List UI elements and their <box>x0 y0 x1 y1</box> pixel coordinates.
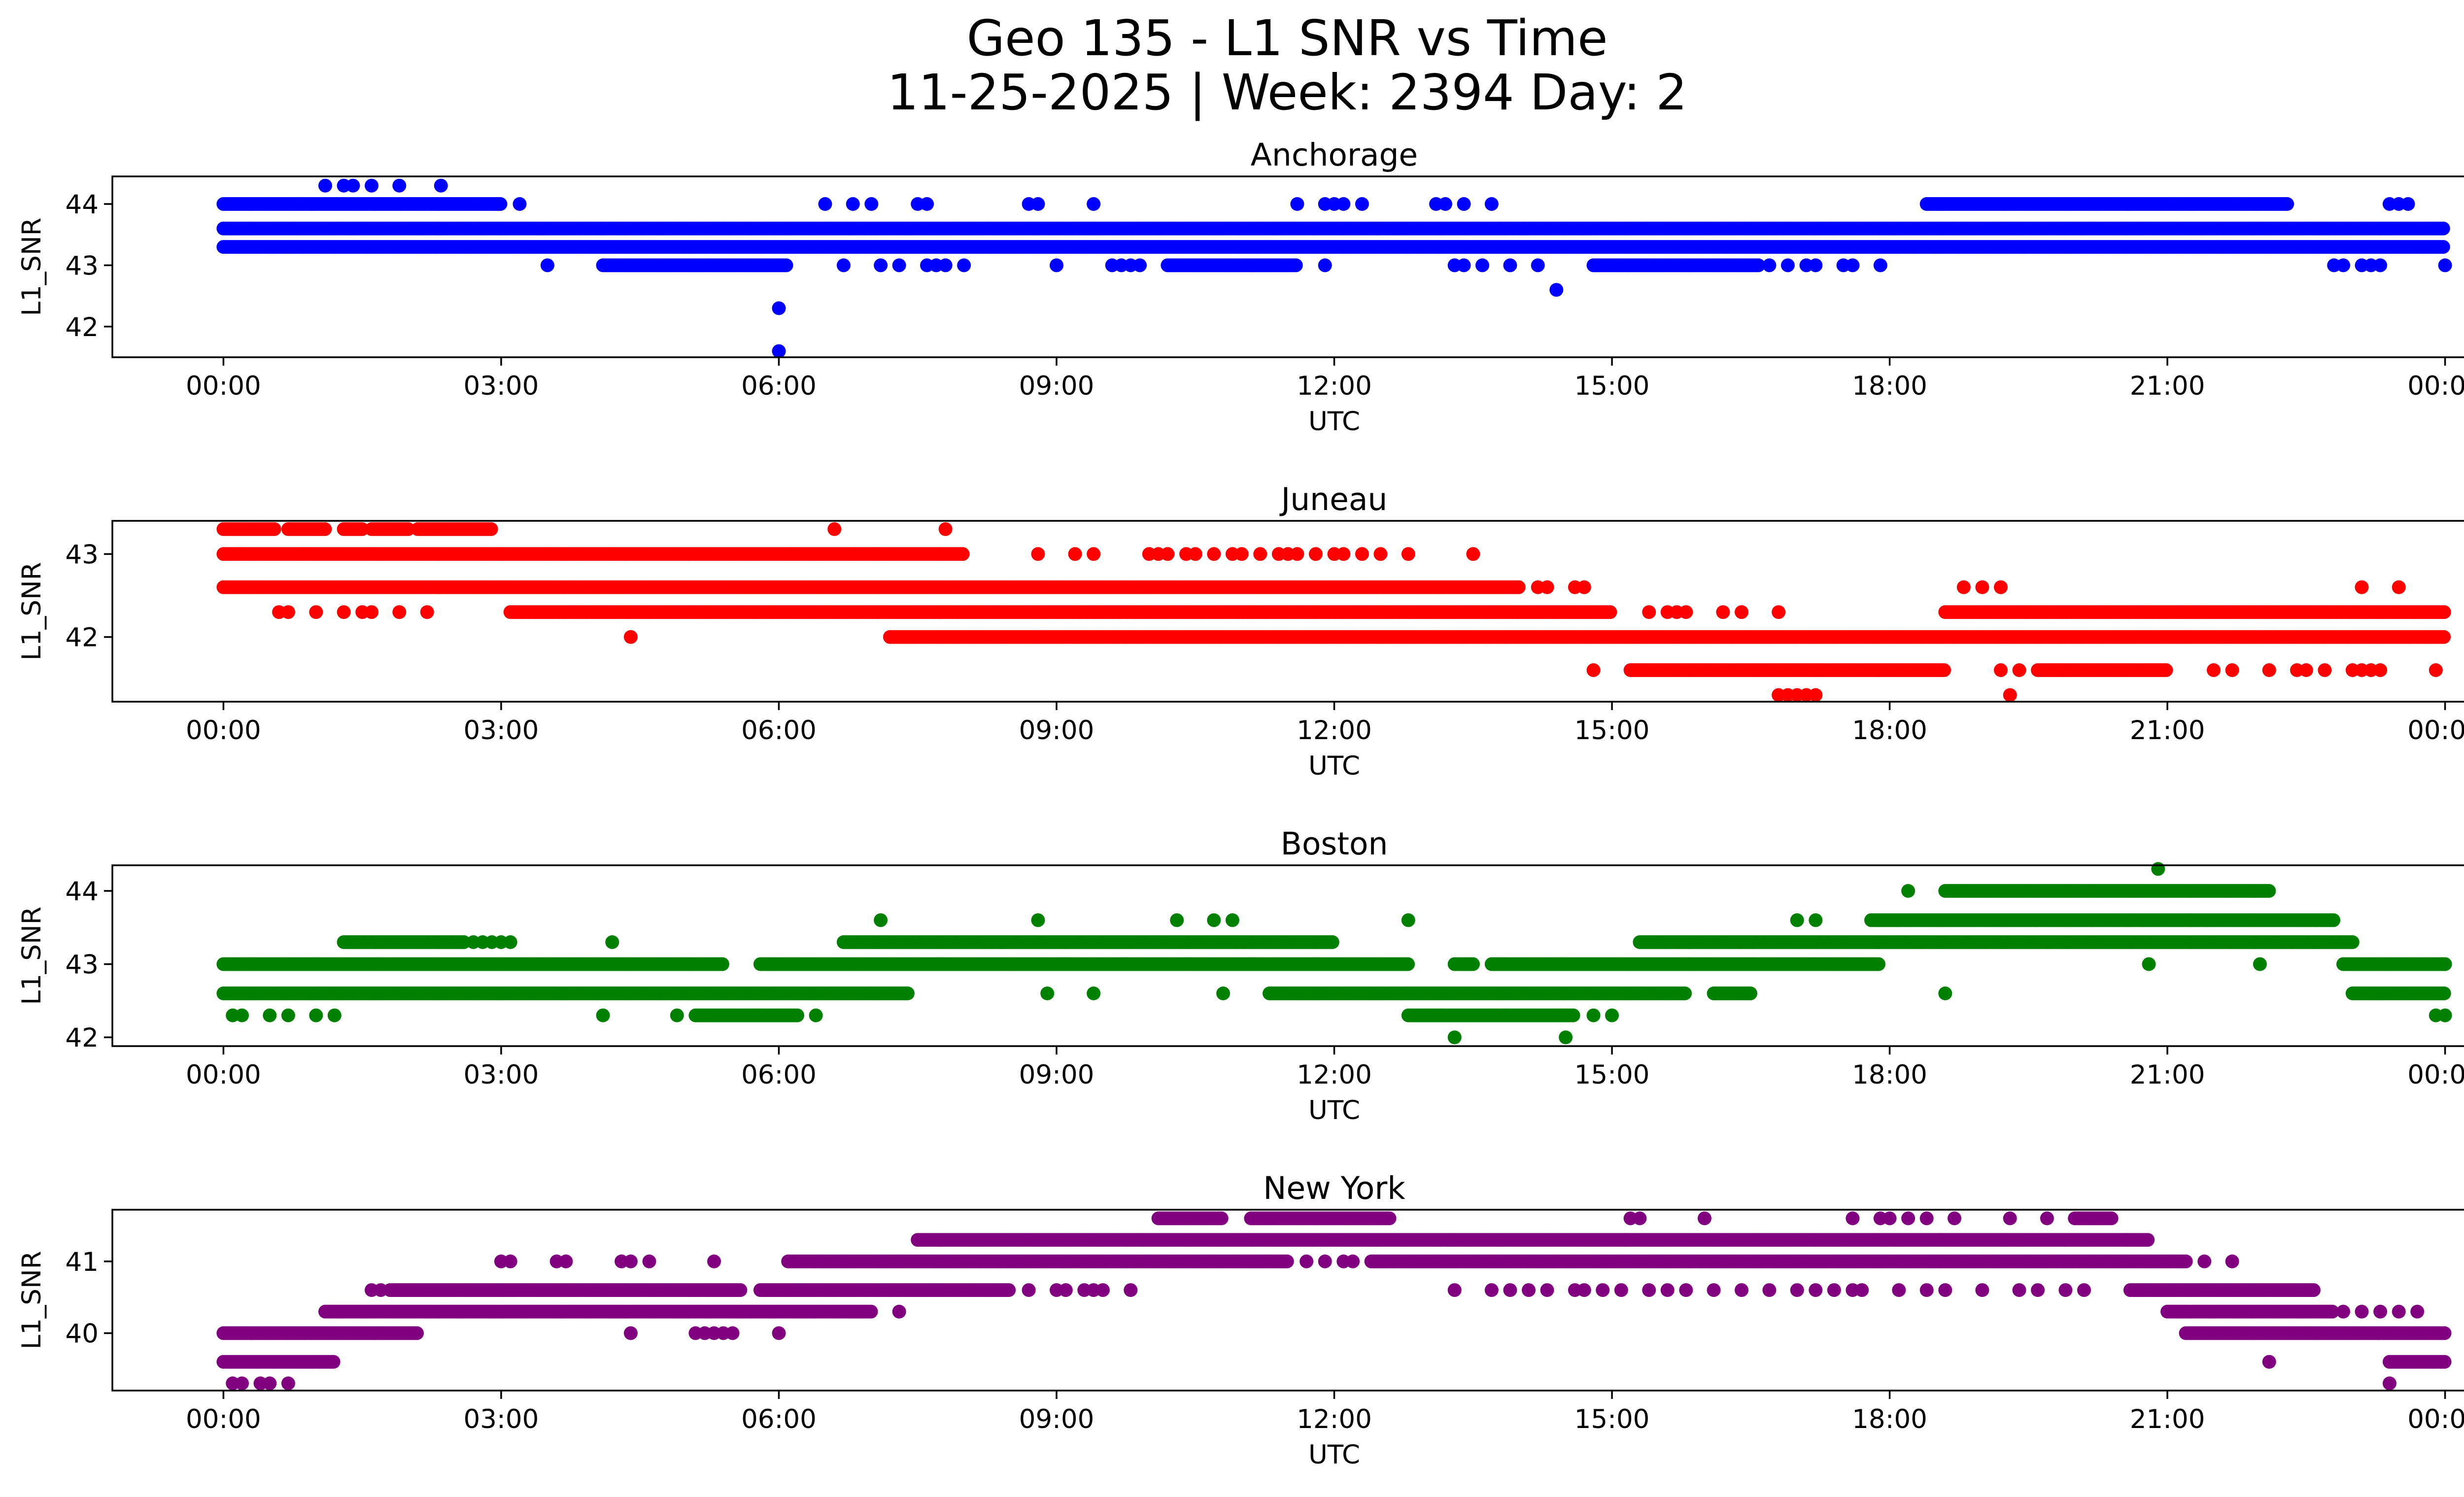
data-point <box>1457 258 1471 272</box>
y-tick-label: 42 <box>66 312 99 342</box>
data-point <box>1809 258 1822 272</box>
data-point <box>1050 258 1063 272</box>
data-point <box>1531 258 1545 272</box>
data-point <box>874 258 888 272</box>
anchorage-title: Anchorage <box>1251 137 1418 173</box>
data-point <box>2373 258 2387 272</box>
data-point <box>2401 197 2415 211</box>
x-tick-label: 15:00 <box>1574 371 1650 401</box>
data-point <box>1762 258 1776 272</box>
data-point <box>837 258 851 272</box>
data-point <box>780 258 793 272</box>
data-point <box>2280 197 2294 211</box>
data-point <box>864 197 878 211</box>
data-point <box>772 302 786 315</box>
data-point <box>1087 197 1100 211</box>
x-tick-label: 21:00 <box>2130 371 2205 401</box>
data-point <box>1336 197 1350 211</box>
juneau-points <box>216 522 2451 702</box>
x-tick-label: 00:00 <box>186 371 261 401</box>
data-point <box>939 258 953 272</box>
data-point <box>1289 258 1303 272</box>
figure-title-line-1: Geo 135 - L1 SNR vs Time <box>967 9 1608 67</box>
data-point <box>365 179 378 193</box>
data-point <box>346 179 360 193</box>
subplot-anchorage: 00:00 03:00 06:00 09:00 12:00 15:00 18:00 21:00… <box>17 137 2464 437</box>
anchorage-y-axis-label: L1_SNR <box>17 218 47 316</box>
data-point <box>956 547 970 561</box>
data-point <box>318 179 332 193</box>
data-point <box>434 179 448 193</box>
data-point <box>1133 258 1147 272</box>
data-point <box>2437 605 2451 619</box>
anchorage-x-axis-label: UTC <box>1308 407 1360 437</box>
data-point <box>493 197 507 211</box>
data-point <box>1438 197 1452 211</box>
y-tick-label: 44 <box>66 190 99 220</box>
data-point <box>1485 197 1499 211</box>
data-point <box>892 258 906 272</box>
data-point <box>772 344 786 358</box>
data-point <box>1355 197 1369 211</box>
data-point <box>268 522 281 536</box>
data-point <box>1874 258 1887 272</box>
data-point <box>1549 283 1563 297</box>
anchorage-points <box>216 179 2452 358</box>
data-point <box>541 258 554 272</box>
data-point <box>1031 197 1045 211</box>
data-point <box>2438 258 2452 272</box>
data-point <box>1603 605 1617 619</box>
data-point <box>484 522 498 536</box>
data-point <box>318 522 332 536</box>
x-tick-label: 00:00 <box>2407 371 2464 401</box>
data-point <box>957 258 971 272</box>
data-point <box>1512 580 1526 594</box>
x-tick-label: 06:00 <box>741 371 817 401</box>
data-point <box>1457 197 1471 211</box>
data-point <box>1290 197 1304 211</box>
data-point <box>2436 222 2450 236</box>
data-point <box>1846 258 1859 272</box>
data-point <box>1318 258 1332 272</box>
data-point <box>1475 258 1489 272</box>
subplots-layer: 00:00 03:00 06:00 09:00 12:00 15:00 18:00 21:00… <box>17 137 2464 1470</box>
data-point <box>2436 240 2450 254</box>
x-tick-label: 09:00 <box>1019 371 1095 401</box>
y-tick-label: 43 <box>66 251 99 281</box>
data-point <box>392 179 406 193</box>
data-point <box>818 197 832 211</box>
data-point <box>920 197 934 211</box>
data-point <box>1781 258 1795 272</box>
data-point <box>2336 258 2350 272</box>
x-tick-label: 03:00 <box>464 371 539 401</box>
x-tick-label: 18:00 <box>1852 371 1927 401</box>
data-point <box>513 197 527 211</box>
figure-title-line-2: 11-25-2025 | Week: 2394 Day: 2 <box>887 64 1687 121</box>
data-point <box>1503 258 1517 272</box>
x-tick-label: 12:00 <box>1297 371 1372 401</box>
data-point <box>846 197 860 211</box>
